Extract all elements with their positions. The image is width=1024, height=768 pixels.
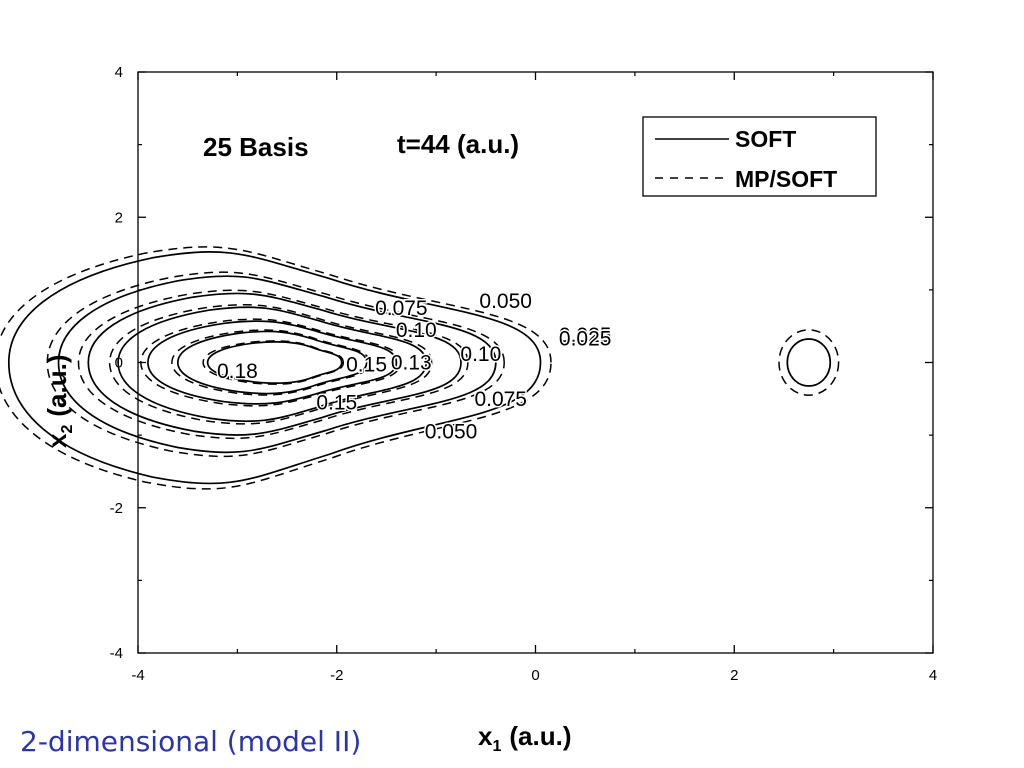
contour-level-label: 0.13 xyxy=(391,352,432,375)
contour-mpsoft xyxy=(77,289,469,440)
x-tick-label: -2 xyxy=(330,667,343,684)
contour-level-label: 0.15 xyxy=(346,354,387,377)
x-tick-label: 4 xyxy=(929,667,937,684)
legend: SOFT MP/SOFT xyxy=(642,116,877,197)
contour-level-label: 0.075 xyxy=(375,297,428,320)
contour-mpsoft xyxy=(46,271,505,458)
contour-level-label: 0.15 xyxy=(316,391,357,414)
contour-soft xyxy=(7,251,542,485)
contour-mpsoft xyxy=(108,304,433,425)
contour-level-label: 0.025 xyxy=(559,328,612,351)
contour-level-label: 0.10 xyxy=(396,319,437,342)
contour-soft xyxy=(147,320,398,405)
x-axis-subscript: 1 xyxy=(492,738,501,755)
contour-mpsoft xyxy=(202,340,345,385)
annotation-basis: 25 Basis xyxy=(203,132,309,162)
y-axis-unit: (a.u.) xyxy=(42,355,72,417)
contour-lines xyxy=(0,246,840,490)
x-tick-label: -4 xyxy=(131,667,144,684)
contour-mpsoft-secondary xyxy=(778,329,840,396)
contour-mpsoft xyxy=(171,329,370,396)
legend-label-mpsoft: MP/SOFT xyxy=(735,166,837,192)
contour-level-label: 0.025 xyxy=(559,324,612,347)
contour-soft xyxy=(57,275,497,454)
contour-level-label: 0.18 xyxy=(217,360,258,383)
y-axis-subscript: 2 xyxy=(59,425,76,434)
x-axis-symbol: x xyxy=(478,721,493,751)
y-tick-label: 4 xyxy=(115,64,123,81)
axis-ticks: -4 -2 0 2 4 -4 -2 0 2 4 xyxy=(110,64,938,684)
contour-level-label: 0.050 xyxy=(425,420,478,443)
x-tick-label: 2 xyxy=(730,667,738,684)
y-axis-title: x2 (a.u.) xyxy=(42,355,76,448)
slide-caption: 2-dimensional (model II) xyxy=(20,725,362,758)
contour-soft xyxy=(117,306,428,423)
y-axis-symbol: x xyxy=(42,433,72,448)
x-axis-unit: (a.u.) xyxy=(509,721,571,751)
x-tick-label: 0 xyxy=(531,667,539,684)
y-tick-label: 2 xyxy=(115,209,123,226)
contour-soft xyxy=(176,330,368,395)
annotation-time: t=44 (a.u.) xyxy=(397,129,519,159)
contour-soft xyxy=(87,292,462,436)
contour-soft-secondary xyxy=(786,338,832,387)
contour-level-label: 0.050 xyxy=(479,290,532,313)
contour-level-label: 0.10 xyxy=(460,343,501,366)
legend-label-soft: SOFT xyxy=(735,126,796,152)
y-tick-label: -2 xyxy=(110,500,123,517)
y-tick-label: -4 xyxy=(110,645,123,662)
legend-box xyxy=(642,116,877,197)
contour-level-label: 0.075 xyxy=(474,388,527,411)
x-axis-title: x1 (a.u.) xyxy=(478,721,571,755)
y-tick-label: 0 xyxy=(115,355,123,372)
